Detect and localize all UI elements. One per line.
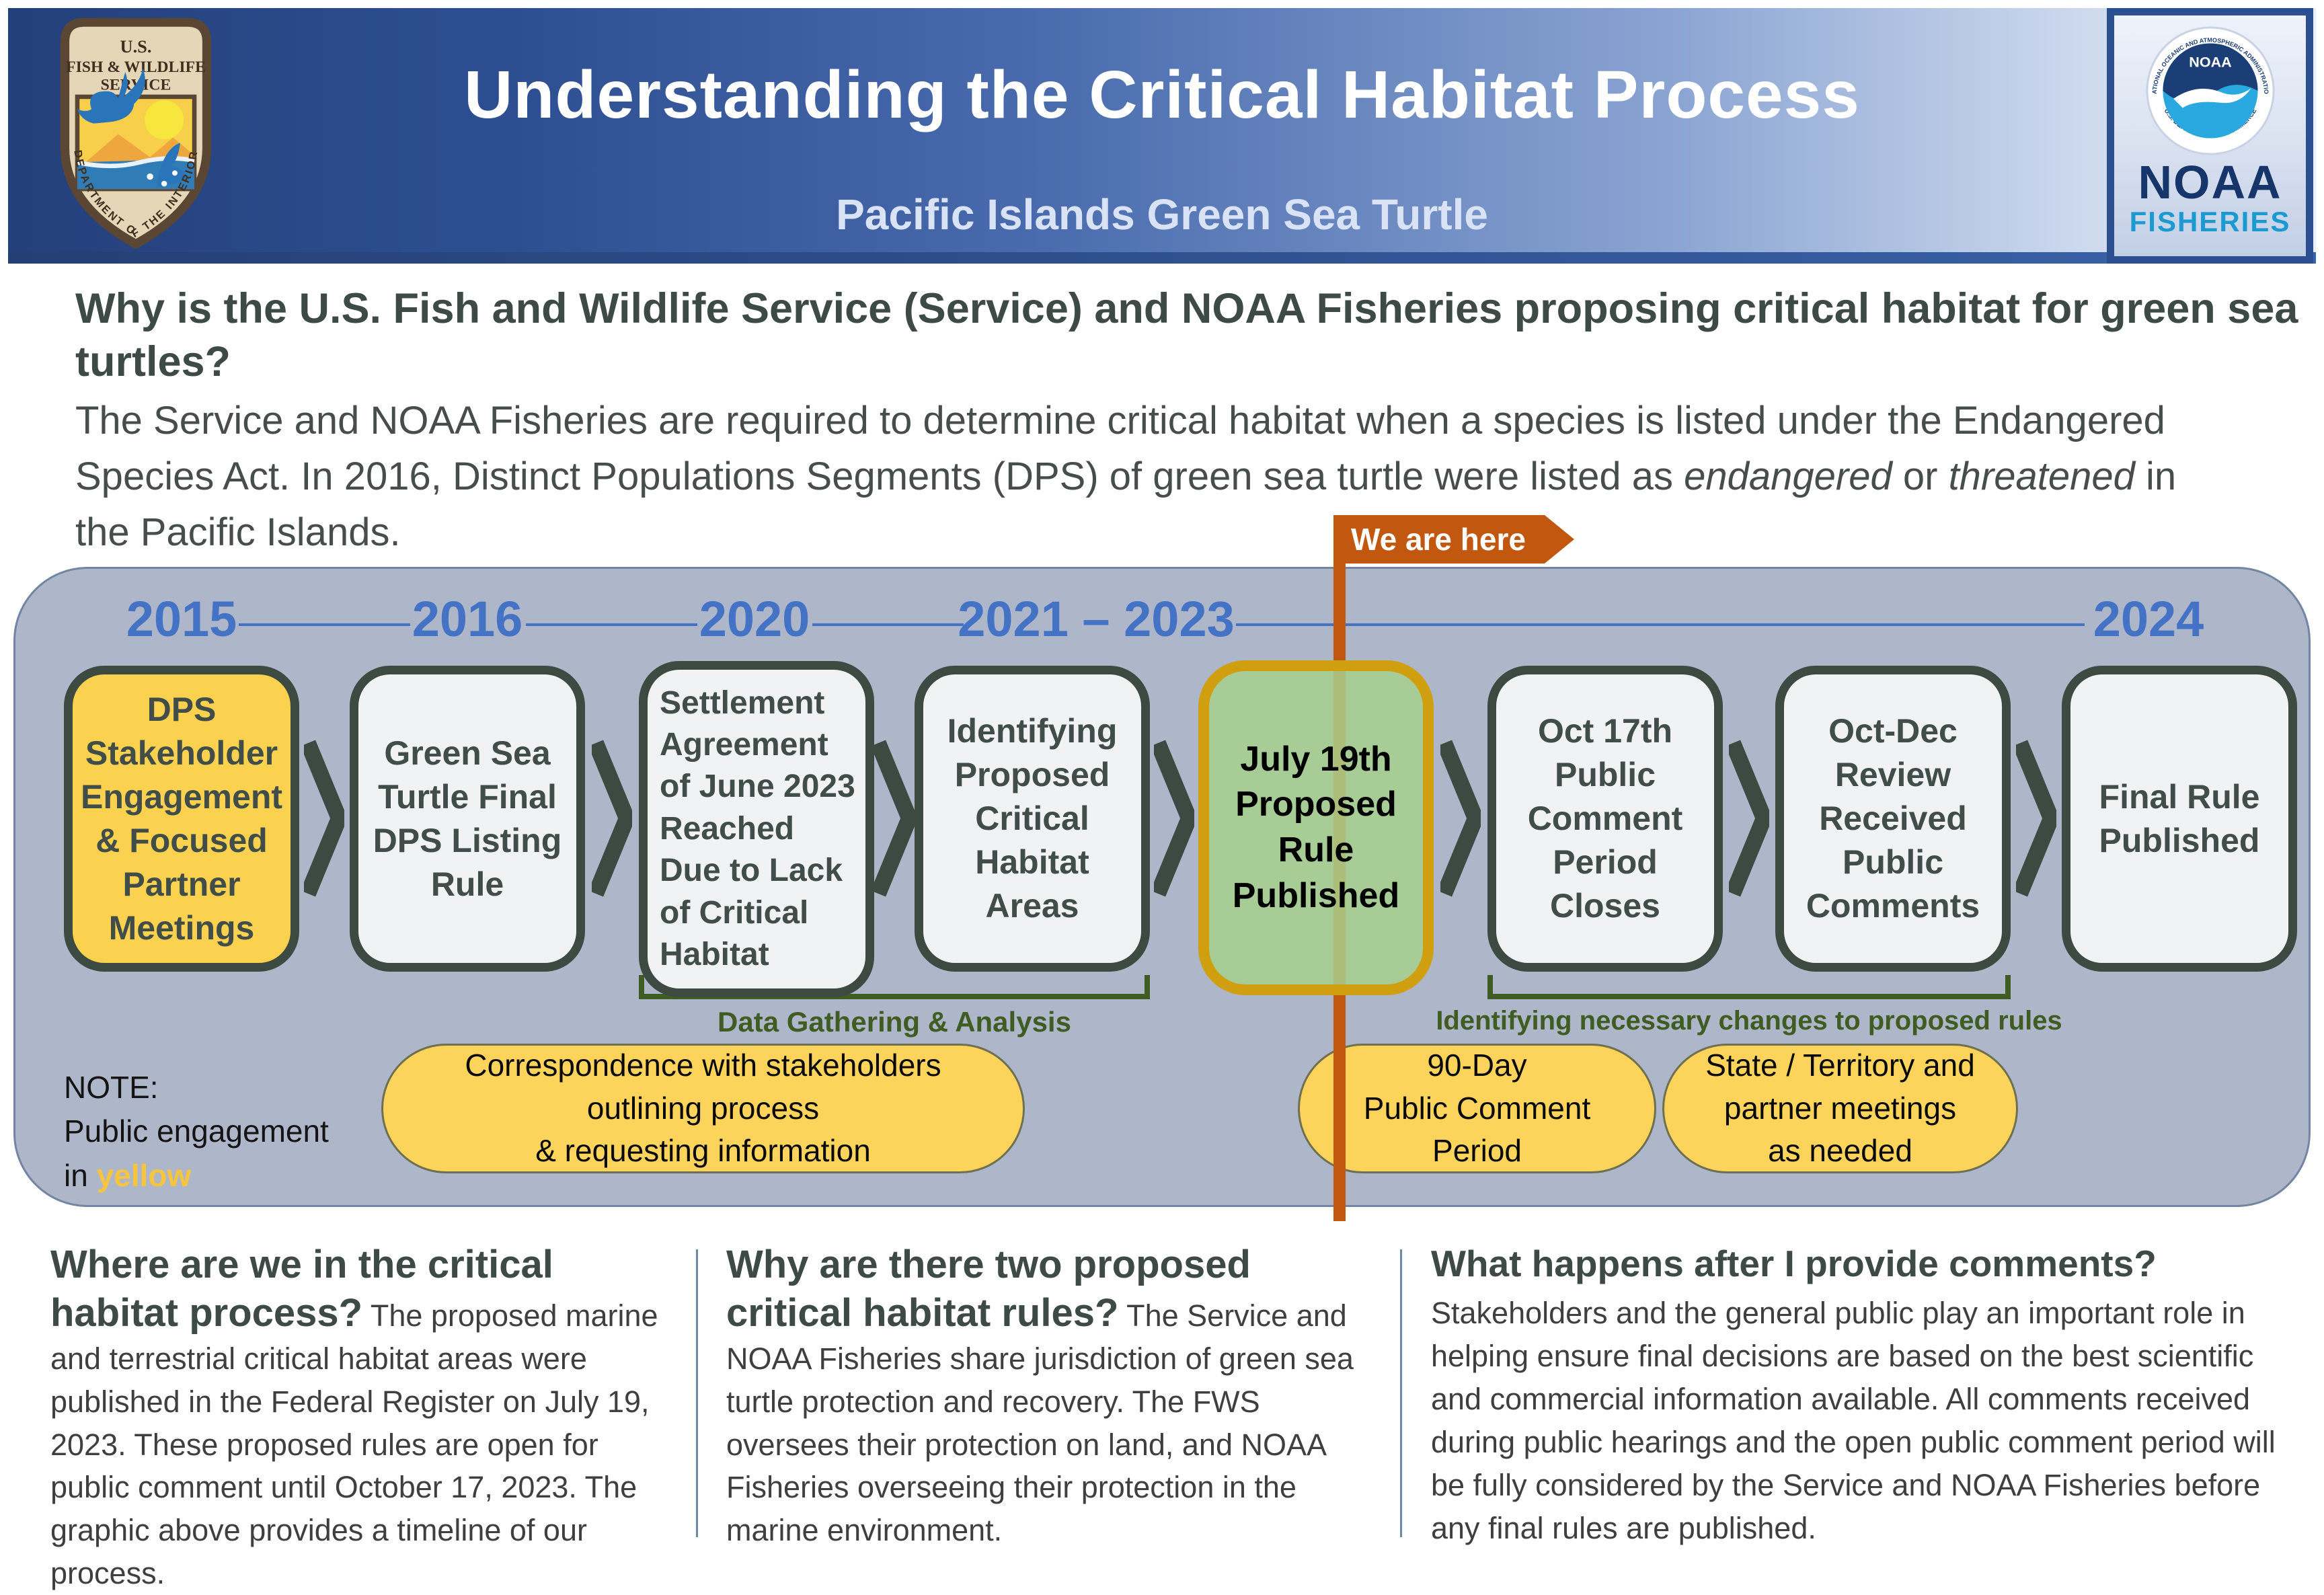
bracket-label-data-gathering: Data Gathering & Analysis	[718, 1006, 1071, 1038]
noaa-seal-icon: NATIONAL OCEANIC AND ATMOSPHERIC ADMINIS…	[2144, 25, 2275, 155]
faq-heading-where: Where are we in the critical habitat pro…	[50, 1243, 553, 1335]
we-are-here-label: We are here	[1351, 522, 1526, 557]
step-box-comment-period-closes: Oct 17th Public Comment Period Closes	[1487, 666, 1723, 972]
intro-paragraph: The Service and NOAA Fisheries are requi…	[75, 393, 2227, 561]
bubble-correspondence: Correspondence with stakeholders outlini…	[381, 1044, 1025, 1173]
column-divider	[1400, 1249, 1402, 1537]
faq-after-comments: What happens after I provide comments? S…	[1431, 1241, 2305, 1550]
year-connector	[1236, 623, 2085, 626]
chevron-arrow-icon	[304, 740, 344, 897]
fws-logo-text-us: U.S.	[120, 37, 152, 56]
bubble-line: Correspondence with stakeholders	[465, 1048, 941, 1083]
note-line3: in yellow	[64, 1154, 329, 1198]
bracket-data-gathering	[639, 975, 1150, 999]
noaa-wordmark: NOAA	[2138, 156, 2282, 208]
fws-logo-icon: U.S. FISH & WILDLIFE SERVICE DEPARTMENT …	[60, 17, 212, 249]
we-are-here-flag: We are here	[1333, 515, 1574, 563]
year-connector	[239, 623, 410, 626]
step-box-review-comments: Oct-Dec Review Received Public Comments	[1775, 666, 2011, 972]
fws-logo-scene	[75, 68, 197, 192]
bubble-line: as needed	[1768, 1133, 1912, 1169]
bubble-line: Period	[1432, 1133, 1522, 1169]
bubble-line: outlining process	[586, 1090, 820, 1126]
year-2021-2023: 2021 – 2023	[958, 591, 1235, 647]
note-yellow-word: yellow	[96, 1157, 192, 1193]
bracket-identifying-changes	[1487, 975, 2011, 999]
chevron-arrow-icon	[2016, 740, 2056, 897]
noaa-logo: NATIONAL OCEANIC AND ATMOSPHERIC ADMINIS…	[2107, 8, 2313, 264]
bubble-line: 90-Day	[1427, 1048, 1527, 1083]
intro-term-endangered: endangered	[1684, 454, 1892, 498]
noaa-fisheries-wordmark: FISHERIES	[2129, 205, 2291, 237]
faq-body-where: The proposed marine and terrestrial crit…	[50, 1298, 658, 1591]
bubble-line: State / Territory and	[1705, 1048, 1975, 1083]
chevron-arrow-icon	[592, 740, 632, 897]
step-box-dps-stakeholder: DPS Stakeholder Engagement & Focused Par…	[64, 666, 299, 972]
intro-body-start: The Service and NOAA Fisheries are requi…	[75, 399, 2165, 498]
faq-body-two-rules: The Service and NOAA Fisheries share jur…	[726, 1298, 1354, 1548]
intro-question-heading: Why is the U.S. Fish and Wildlife Servic…	[75, 285, 2298, 385]
year-2015: 2015	[126, 591, 237, 647]
bubble-state-territory: State / Territory and partner meetings a…	[1662, 1044, 2018, 1173]
bubble-line: Public Comment	[1363, 1090, 1591, 1126]
faq-where-are-we: Where are we in the critical habitat pro…	[50, 1241, 679, 1595]
step-box-final-rule-published: Final Rule Published	[2062, 666, 2297, 972]
bubble-90-day-comment: 90-Day Public Comment Period	[1298, 1044, 1656, 1173]
note-line2: Public engagement	[64, 1114, 329, 1149]
step-box-identifying-areas: Identifying Proposed Critical Habitat Ar…	[915, 666, 1150, 972]
year-2016: 2016	[412, 591, 523, 647]
bubble-line: & requesting information	[535, 1133, 871, 1169]
bubble-line: partner meetings	[1723, 1090, 1957, 1126]
step-box-settlement-agreement: Settlement Agreement of June 2023 Reache…	[639, 661, 874, 997]
faq-body-after-comments: Stakeholders and the general public play…	[1431, 1296, 2276, 1545]
note-line1: NOTE:	[64, 1070, 159, 1105]
faq-heading-after-comments: What happens after I provide comments?	[1431, 1243, 2157, 1284]
chevron-arrow-icon	[1154, 740, 1194, 897]
intro-body-or: or	[1892, 454, 1949, 498]
header-banner	[8, 8, 2316, 264]
faq-heading-two-rules: Why are there two proposed critical habi…	[726, 1243, 1251, 1335]
year-connector	[526, 623, 697, 626]
year-2024: 2024	[2093, 591, 2204, 647]
page-title: Understanding the Critical Habitat Proce…	[464, 57, 1860, 132]
step-box-final-listing-rule: Green Sea Turtle Final DPS Listing Rule	[350, 666, 585, 972]
step-box-proposed-rule-published: July 19th Proposed Rule Published	[1198, 660, 1434, 995]
year-2020: 2020	[699, 591, 810, 647]
note-line3-prefix: in	[64, 1157, 97, 1193]
intro-term-threatened: threatened	[1948, 454, 2135, 498]
noaa-seal-label: NOAA	[2189, 54, 2231, 71]
page-subtitle: Pacific Islands Green Sea Turtle	[836, 190, 1488, 239]
intro-body-end: in the Pacific Islands.	[75, 454, 2177, 554]
year-connector	[812, 623, 964, 626]
chevron-arrow-icon	[1729, 740, 1769, 897]
chevron-arrow-icon	[874, 740, 915, 897]
chevron-arrow-icon	[1440, 740, 1481, 897]
bracket-label-identifying-changes: Identifying necessary changes to propose…	[1436, 1006, 2062, 1036]
note-public-engagement: NOTE: Public engagement in yellow	[64, 1066, 329, 1198]
faq-two-rules: Why are there two proposed critical habi…	[726, 1241, 1358, 1552]
fws-logo-text-fishwildlife: FISH & WILDLIFE	[66, 59, 206, 76]
column-divider	[696, 1249, 698, 1537]
header-bottom-band	[8, 252, 2316, 264]
